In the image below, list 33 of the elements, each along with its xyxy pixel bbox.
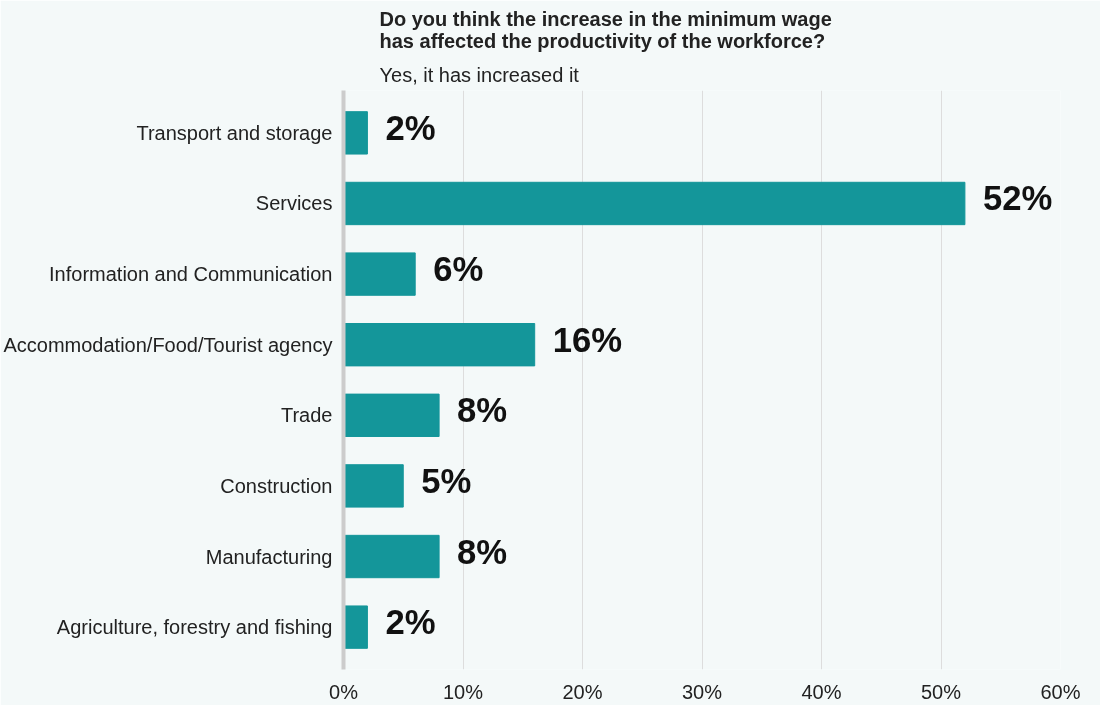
y-tick-label: Trade	[281, 404, 333, 427]
x-tick-label: 60%	[1040, 680, 1081, 703]
bar	[343, 464, 404, 508]
y-tick-label: Accommodation/Food/Tourist agency	[3, 333, 333, 356]
y-tick-label: Construction	[220, 474, 333, 497]
y-tick-label: Agriculture, forestry and fishing	[56, 616, 333, 639]
y-tick-label: Services	[255, 192, 333, 215]
data-label: 2%	[385, 603, 436, 642]
bar	[343, 252, 416, 296]
data-label: 8%	[457, 391, 508, 430]
bar	[343, 605, 368, 649]
bar	[343, 534, 440, 579]
bar	[343, 323, 536, 367]
y-tick-label: Transport and storage	[136, 121, 333, 144]
chart-subtitle: Yes, it has increased it	[379, 63, 580, 86]
x-tick-label: 40%	[801, 680, 842, 703]
data-label: 2%	[385, 108, 436, 147]
x-tick-label: 10%	[442, 680, 484, 703]
data-label: 16%	[552, 320, 623, 359]
y-tick-label: Information and Communication	[49, 263, 333, 286]
bar	[343, 181, 966, 226]
x-tick-label: 20%	[562, 680, 603, 703]
x-tick-label: 50%	[920, 680, 962, 703]
data-label: 52%	[982, 179, 1053, 218]
x-tick-label: 0%	[329, 680, 359, 703]
data-label: 6%	[433, 250, 484, 289]
data-label: 5%	[421, 461, 472, 500]
bar	[343, 111, 368, 155]
x-tick-label: 30%	[681, 680, 723, 703]
bar	[343, 393, 440, 437]
y-tick-label: Manufacturing	[205, 545, 333, 568]
chart-title: Do you think the increase in the minimum wage has affected the productivity of the workforce?	[379, 7, 832, 52]
data-label: 8%	[457, 532, 508, 571]
